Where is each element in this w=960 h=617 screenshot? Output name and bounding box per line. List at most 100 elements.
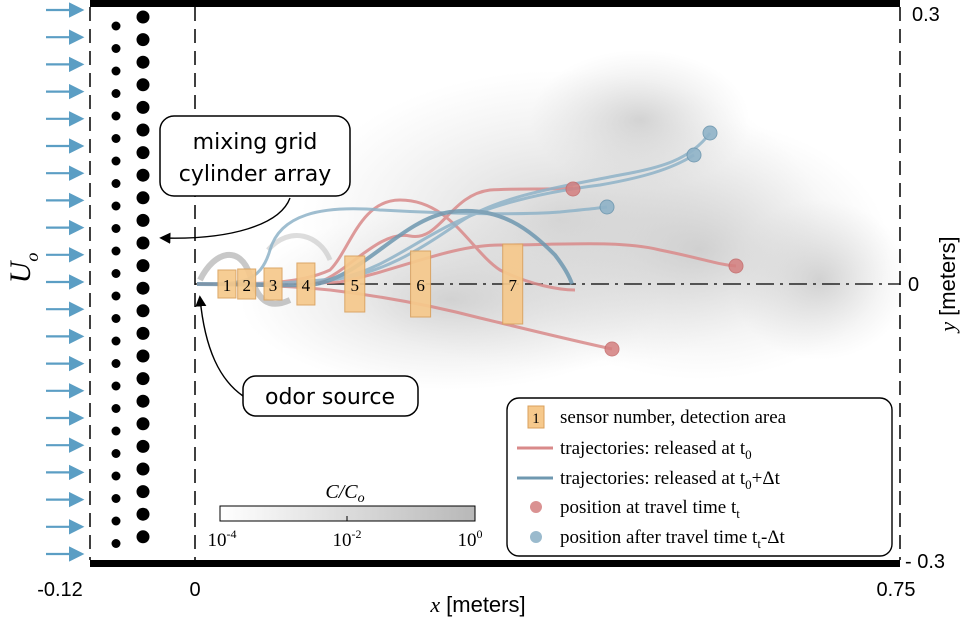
colorbar-title: C/Co [325, 481, 364, 506]
sensor-area [237, 268, 257, 300]
odor-source-label: odor source [265, 385, 395, 410]
legend-sensor-box-label: 1 [532, 411, 540, 427]
colorbar: C/Co 10-4 10-2 100 [208, 481, 483, 551]
cylinder-large [136, 439, 150, 453]
colorbar-tick: 100 [458, 527, 483, 551]
cylinder-large [136, 304, 150, 318]
mixing-grid-callout: mixing grid cylinder array [159, 115, 351, 244]
colorbar-tick: 10-2 [333, 527, 362, 551]
inflow-velocity-label: Uo [4, 253, 42, 284]
blue-trajectory [196, 153, 695, 286]
cylinder-large [136, 462, 150, 476]
cylinder-small [111, 224, 121, 233]
cylinder-large [136, 417, 150, 431]
x-tick-label: -0.12 [37, 579, 83, 601]
blue-trajectory [196, 205, 608, 286]
legend-pos-t: position at travel time tt [560, 497, 740, 521]
inflow-arrows [46, 2, 85, 562]
cylinder-small [111, 156, 121, 166]
y-tick-label: 0 [908, 274, 919, 296]
blue-endpoints [599, 125, 718, 215]
cylinder-small [111, 336, 121, 346]
sensor-number: 3 [269, 276, 278, 295]
cylinder-small [111, 179, 121, 188]
cylinder-large [136, 394, 150, 408]
cylinder-small [111, 21, 121, 31]
sensor-area [217, 269, 237, 299]
cylinder-large [136, 100, 150, 114]
cylinder-small [111, 291, 121, 301]
mixing-grid-cylinders [111, 10, 150, 548]
cylinder-large [136, 236, 150, 250]
cylinder-large [136, 146, 150, 160]
blue-position-dot [702, 125, 718, 141]
cylinder-large [136, 507, 150, 521]
cylinder-small [111, 134, 121, 143]
cylinder-small [111, 246, 121, 256]
legend-traj-t0: trajectories: released at t0 [560, 438, 752, 462]
cylinder-small [111, 359, 121, 368]
sensor-number: 6 [416, 276, 425, 295]
cylinder-small [111, 314, 121, 323]
cylinder-large [136, 259, 150, 273]
sensor-area [410, 250, 432, 318]
cylinder-small [111, 44, 121, 53]
blue-position-dot [686, 147, 702, 163]
top-wall [90, 0, 900, 7]
sensor-area [296, 262, 316, 306]
plume-field [197, 50, 910, 390]
red-position-dot [565, 181, 581, 197]
cylinder-large [136, 55, 150, 69]
red-endpoints [565, 181, 744, 357]
red-position-dot [604, 341, 620, 357]
sensor-number: 4 [302, 276, 311, 295]
legend: 1 sensor number, detection area trajecto… [506, 397, 893, 557]
x-axis-label: x [meters] [429, 592, 525, 617]
mixing-grid-label: mixing grid [193, 130, 318, 155]
bottom-wall [90, 560, 900, 567]
sensor-area [502, 243, 524, 325]
cylinder-small [111, 449, 121, 458]
sensor-number: 5 [351, 276, 360, 295]
red-position-dot [728, 258, 744, 274]
cylinder-large [136, 33, 150, 47]
x-tick-label: 0 [189, 579, 200, 601]
x-tick-label: 0.75 [877, 579, 916, 601]
cylinder-small [111, 269, 121, 278]
cylinder-small [111, 66, 121, 76]
cylinder-small [111, 201, 121, 211]
cylinder-small [111, 539, 121, 548]
cylinder-small [111, 471, 121, 481]
cylinder-small [111, 381, 121, 391]
legend-pos-dt: position after travel time tt-Δt [560, 527, 786, 551]
cylinder-large [136, 10, 150, 24]
cylinder-large [136, 349, 150, 363]
cylinder-large [136, 485, 150, 499]
sensor-area [344, 255, 366, 313]
sensor-number: 7 [508, 276, 517, 295]
cylinder-large [136, 123, 150, 137]
legend-traj-dt: trajectories: released at t0+Δt [560, 468, 781, 492]
cylinder-large [136, 78, 150, 92]
y-axis-label: y[meters] [935, 236, 960, 333]
cylinder-large [136, 326, 150, 340]
colorbar-tick: 10-4 [208, 527, 237, 551]
cylinder-small [111, 111, 121, 121]
cylinder-small [111, 89, 121, 98]
odor-source-callout: odor source [195, 295, 419, 417]
cylinder-array-label: cylinder array [179, 162, 332, 187]
legend-sensor: sensor number, detection area [560, 407, 787, 428]
cylinder-small [111, 404, 121, 413]
cylinder-large [136, 281, 150, 295]
cylinder-small [111, 494, 121, 503]
cylinder-large [136, 530, 150, 544]
sensor-number: 1 [223, 276, 232, 295]
cylinder-large [136, 213, 150, 227]
blue-position-dot [599, 199, 615, 215]
sensor-area [263, 267, 283, 301]
cylinder-large [136, 372, 150, 386]
cylinder-large [136, 168, 150, 182]
cylinder-large [136, 191, 150, 205]
cylinder-small [111, 516, 121, 526]
